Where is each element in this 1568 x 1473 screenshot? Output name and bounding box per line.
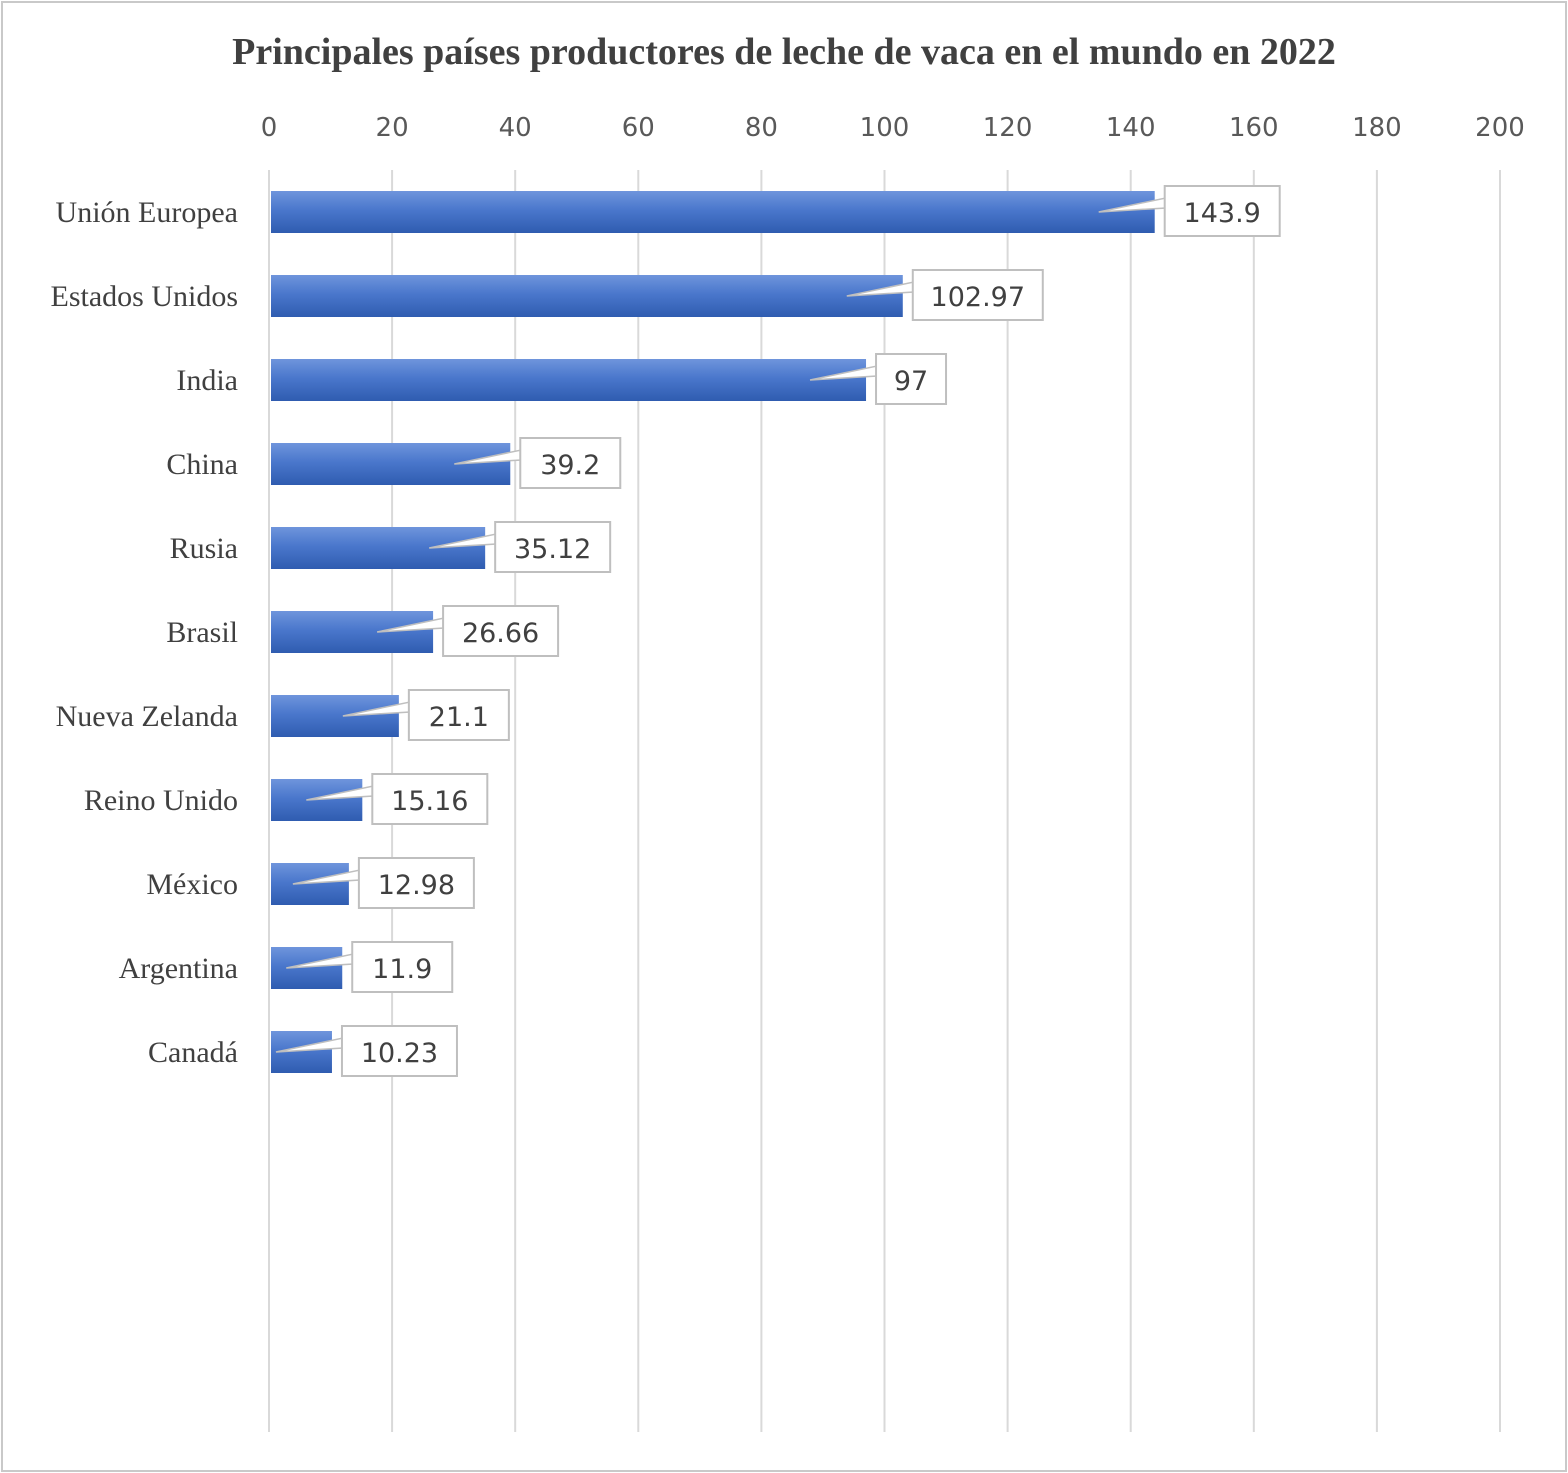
data-labels: 143.9 102.97 97 39.2 35.12 26.66 21.1 15.16 12.9…	[275, 185, 1281, 1077]
x-tick-label: 200	[1475, 113, 1525, 143]
x-tick-label: 100	[860, 113, 910, 143]
bar	[271, 443, 511, 485]
x-tick-label: 180	[1352, 113, 1402, 143]
data-label: 10.23	[361, 1038, 438, 1069]
data-label-box	[494, 521, 612, 573]
bar	[271, 947, 343, 989]
data-label: 102.97	[931, 282, 1025, 313]
x-axis-ticks: 0 20 40 60 80 100 120 140 160 180 200	[261, 113, 1525, 143]
data-label: 26.66	[462, 618, 539, 649]
x-tick-label: 120	[983, 113, 1033, 143]
data-label: 11.9	[372, 954, 432, 985]
data-label-box	[911, 269, 1044, 321]
data-label-box	[407, 689, 510, 741]
data-label: 12.98	[378, 870, 455, 901]
category-label: Argentina	[119, 952, 238, 985]
x-tick-label: 160	[1229, 113, 1279, 143]
data-label-box	[371, 773, 489, 825]
x-tick-label: 80	[745, 113, 778, 143]
bar	[271, 527, 486, 569]
category-label: Rusia	[170, 532, 238, 565]
data-label: 97	[894, 366, 928, 397]
chart-title: Principales países productores de leche …	[232, 31, 1336, 73]
data-label-box	[357, 857, 475, 909]
x-tick-label: 140	[1106, 113, 1156, 143]
data-label: 21.1	[429, 702, 489, 733]
bar	[271, 863, 349, 905]
x-tick-label: 40	[499, 113, 532, 143]
category-label: Nueva Zelanda	[56, 700, 238, 733]
data-label-box	[340, 1025, 458, 1077]
data-label-box	[875, 353, 948, 405]
data-label: 143.9	[1184, 198, 1261, 229]
category-label: Unión Europea	[56, 196, 238, 229]
data-label-box	[1163, 185, 1281, 237]
data-label-box	[442, 605, 560, 657]
category-label: Brasil	[166, 616, 238, 649]
bar	[271, 359, 867, 401]
bar	[271, 191, 1155, 233]
category-label: Reino Unido	[84, 784, 238, 817]
category-label: India	[176, 364, 238, 397]
bars	[271, 191, 1155, 1073]
category-label: China	[166, 448, 238, 481]
category-label: México	[146, 868, 238, 901]
x-tick-label: 0	[261, 113, 278, 143]
bar	[271, 275, 903, 317]
category-labels: Unión Europea Estados Unidos India China Rus…	[51, 196, 239, 1069]
data-label: 35.12	[514, 534, 591, 565]
data-label: 15.16	[391, 786, 468, 817]
bar	[271, 695, 399, 737]
data-label: 39.2	[540, 450, 600, 481]
x-tick-label: 20	[376, 113, 409, 143]
category-label: Canadá	[148, 1036, 238, 1069]
category-label: Estados Unidos	[51, 280, 239, 313]
x-tick-label: 60	[622, 113, 655, 143]
data-label-box	[351, 941, 454, 993]
data-label-box	[519, 437, 622, 489]
bar	[271, 611, 434, 653]
